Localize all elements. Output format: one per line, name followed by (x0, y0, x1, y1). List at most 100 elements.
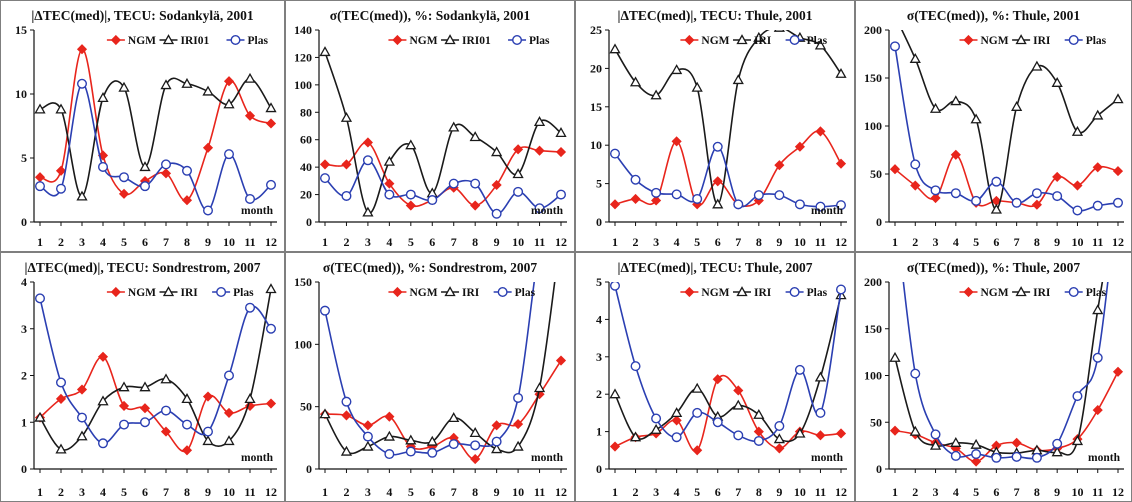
legend-marker (1015, 34, 1027, 45)
data-point-plas (671, 432, 682, 443)
legend-marker (1015, 286, 1027, 297)
x-tick-label: 7 (735, 485, 741, 499)
legend-label: IRI (462, 287, 480, 299)
x-tick-label: 1 (612, 485, 618, 499)
y-tick-label: 1 (21, 415, 27, 429)
x-tick-label: 1 (37, 485, 43, 499)
x-tick-label: 1 (612, 235, 618, 249)
plot-area (319, 282, 567, 465)
x-tick-label: 9 (494, 235, 500, 249)
data-point-iri (1112, 93, 1124, 104)
data-point-ngm (76, 44, 88, 55)
data-point-ngm (223, 76, 235, 87)
plot-area (609, 282, 847, 456)
data-point-iri (223, 435, 235, 446)
x-tick-label: 10 (512, 485, 524, 499)
data-point-iri01 (555, 127, 567, 138)
legend-marker (1068, 35, 1079, 46)
x-tick-label: 11 (244, 235, 255, 249)
x-tick-label: 12 (835, 485, 847, 499)
data-point-ngm (181, 445, 193, 456)
x-tick-label: 6 (142, 485, 148, 499)
legend-marker (512, 35, 523, 46)
x-tick-label: 5 (408, 235, 414, 249)
data-point-plas (971, 449, 982, 460)
legend-marker (110, 286, 121, 298)
x-tick-label: 9 (1054, 235, 1060, 249)
data-point-ngm (609, 199, 621, 210)
y-tick-label: 200 (864, 23, 882, 37)
x-tick-label: 1 (892, 485, 898, 499)
data-point-iri01 (469, 131, 481, 142)
data-point-iri (362, 440, 374, 451)
x-tick-label: 6 (429, 485, 435, 499)
data-point-plas (1092, 352, 1103, 363)
data-point-ngm (181, 195, 193, 206)
data-point-iri01 (512, 168, 524, 179)
x-tick-label: 6 (715, 485, 721, 499)
data-point-iri (1092, 109, 1104, 120)
data-point-plas (56, 377, 67, 388)
data-point-iri (691, 382, 703, 393)
data-point-iri01 (265, 102, 277, 113)
data-point-ngm (265, 398, 277, 409)
data-point-iri01 (340, 111, 353, 122)
y-tick-label: 0 (596, 215, 602, 229)
y-tick-label: 120 (294, 50, 312, 64)
chart-panel-4: σ(TEC(med)), %: Thule, 2001 0 50 100 150 200 1… (855, 0, 1132, 252)
data-point-ngm (889, 425, 901, 436)
legend-item-plas: Plas (785, 287, 828, 299)
x-axis-label: month (531, 452, 564, 464)
data-point-ngm (118, 188, 130, 199)
data-point-ngm (491, 179, 502, 191)
data-point-iri (671, 407, 683, 418)
data-point-iri (609, 43, 621, 54)
panel-frame (575, 0, 855, 252)
x-tick-label: 12 (1112, 235, 1124, 249)
data-point-plas (991, 452, 1002, 463)
x-tick-label: 5 (121, 485, 127, 499)
data-point-ngm (950, 149, 961, 160)
data-point-plas (794, 364, 805, 375)
y-tick-label: 5 (596, 275, 602, 289)
x-tick-label: 8 (472, 485, 478, 499)
chart-title: |ΔTEC(med)|, TECU: Thule, 2001 (617, 8, 812, 23)
series-line-plas (39, 298, 272, 445)
legend-marker (444, 34, 456, 45)
data-point-plas (671, 189, 682, 200)
y-tick-label: 100 (294, 78, 312, 92)
data-point-ngm (405, 200, 416, 211)
x-tick-label: 9 (205, 235, 211, 249)
x-tick-label: 3 (79, 485, 85, 499)
y-tick-label: 100 (864, 119, 882, 133)
data-point-iri01 (97, 92, 109, 102)
data-point-ngm (202, 142, 214, 153)
data-point-plas (384, 449, 395, 460)
legend-label: NGM (701, 35, 729, 47)
data-point-iri (244, 393, 256, 404)
data-point-plas (139, 417, 150, 428)
y-tick-label: 20 (300, 188, 312, 202)
data-point-iri (773, 30, 785, 32)
x-tick-label: 12 (265, 235, 277, 249)
series-line-plas (614, 285, 842, 443)
legend-item-ngm: NGM (959, 34, 1009, 47)
data-point-iri01 (76, 190, 88, 201)
x-tick-label: 8 (756, 485, 762, 499)
data-point-ngm (930, 192, 941, 204)
data-point-plas (991, 176, 1002, 187)
x-tick-label: 8 (1034, 235, 1040, 249)
data-point-iri (970, 113, 982, 124)
data-point-iri (340, 445, 353, 456)
data-point-plas (513, 392, 524, 403)
data-point-plas (320, 173, 331, 184)
x-axis-label: month (241, 205, 274, 217)
data-point-plas (362, 155, 373, 166)
x-tick-label: 9 (776, 485, 782, 499)
y-tick-label: 3 (21, 322, 27, 336)
data-point-plas (774, 420, 785, 431)
data-point-plas (341, 190, 352, 201)
data-point-plas (1052, 191, 1063, 202)
data-point-ngm (774, 160, 785, 171)
